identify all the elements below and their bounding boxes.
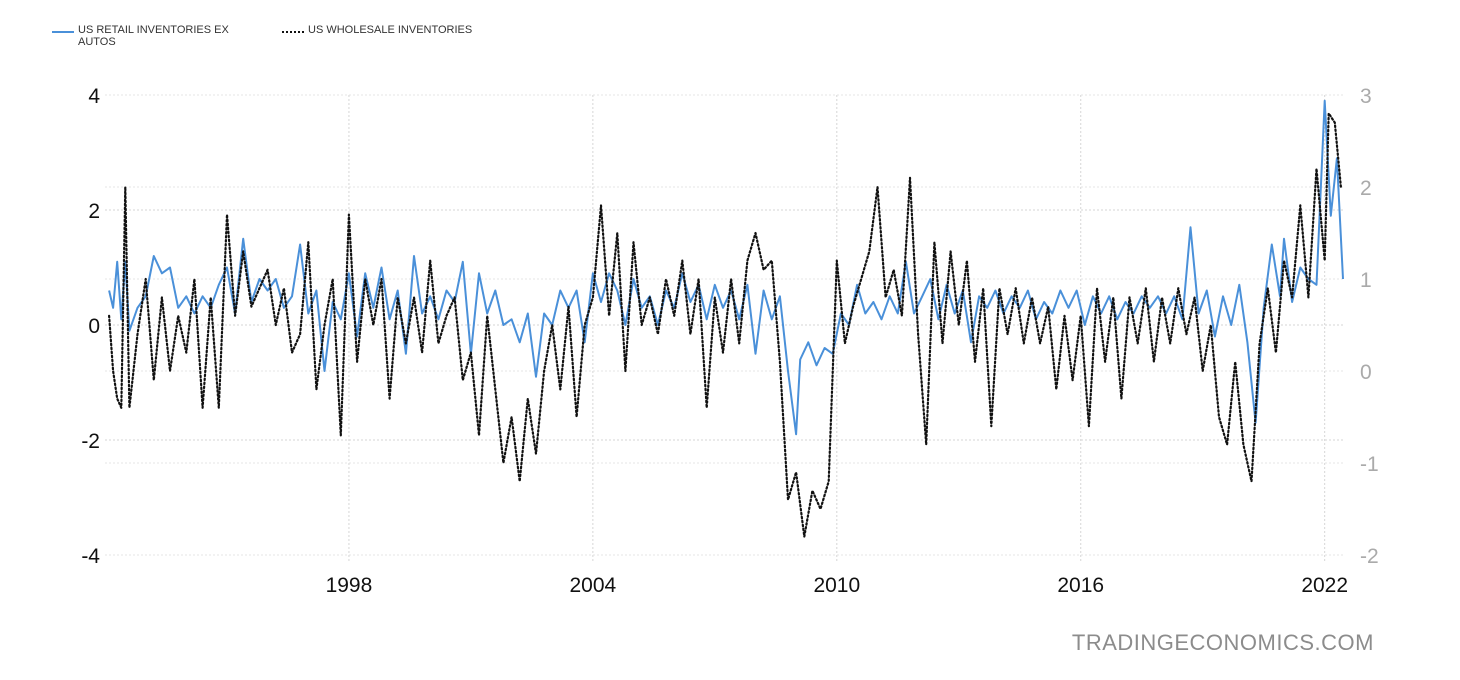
legend-swatch-wholesale <box>282 31 304 33</box>
legend-item-retail[interactable]: US RETAIL INVENTORIES EX AUTOS <box>52 24 268 48</box>
watermark: TRADINGECONOMICS.COM <box>1071 630 1374 655</box>
x-tick-label: 2016 <box>1057 574 1104 597</box>
y-left-tick-label: -4 <box>81 545 100 568</box>
series-line-retail <box>108 99 1344 436</box>
x-tick-label: 2010 <box>813 574 860 597</box>
y-left-tick-label: 4 <box>88 85 100 108</box>
x-tick-label: 2022 <box>1301 574 1348 597</box>
y-right-tick-label: 1 <box>1360 269 1372 292</box>
y-right-tick-label: -2 <box>1360 545 1379 568</box>
y-left-tick-label: -2 <box>81 430 100 453</box>
x-tick-label: 1998 <box>326 574 373 597</box>
series-line-wholesale <box>108 112 1342 538</box>
legend-label-wholesale: US WHOLESALE INVENTORIES <box>308 24 473 36</box>
y-left-tick-label: 0 <box>88 315 100 338</box>
y-right-tick-label: 2 <box>1360 177 1372 200</box>
grid-lines <box>105 94 1345 563</box>
legend-item-wholesale[interactable]: US WHOLESALE INVENTORIES <box>282 24 472 48</box>
legend-swatch-retail <box>52 31 74 33</box>
y-right-tick-label: -1 <box>1360 453 1379 476</box>
x-tick-label: 2004 <box>570 574 617 597</box>
axis-ticks: -4 -2 0 2 4 -2 -1 0 1 2 3 1998 2004 2010 2016 2022 <box>81 85 1378 597</box>
y-right-tick-label: 0 <box>1360 361 1372 384</box>
chart-series <box>108 99 1344 538</box>
legend-label-retail: US RETAIL INVENTORIES EX AUTOS <box>78 24 229 48</box>
y-right-tick-label: 3 <box>1360 85 1372 108</box>
chart-legend: US RETAIL INVENTORIES EX AUTOS US WHOLES… <box>52 24 472 48</box>
y-left-tick-label: 2 <box>88 200 100 223</box>
